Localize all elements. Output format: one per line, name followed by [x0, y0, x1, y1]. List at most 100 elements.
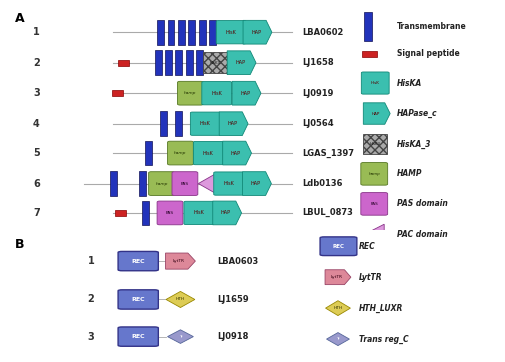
Bar — [168, 20, 175, 45]
Text: HAP: HAP — [221, 210, 231, 215]
Text: LJ0564: LJ0564 — [302, 119, 334, 128]
Bar — [142, 201, 148, 226]
Bar — [188, 20, 195, 45]
Text: HAP: HAP — [227, 121, 237, 126]
Text: PAC domain: PAC domain — [396, 230, 447, 239]
Text: HAPase_c: HAPase_c — [396, 109, 437, 118]
Text: 1: 1 — [88, 256, 94, 266]
Text: HisK3: HisK3 — [370, 142, 381, 146]
Text: Trans reg_C: Trans reg_C — [360, 334, 409, 344]
Text: PAS: PAS — [181, 182, 189, 186]
Text: hamp: hamp — [174, 151, 187, 155]
Text: 1: 1 — [33, 27, 40, 37]
FancyBboxPatch shape — [214, 172, 243, 195]
Text: LJ1658: LJ1658 — [302, 58, 334, 67]
Text: LJ0918: LJ0918 — [218, 332, 249, 341]
Polygon shape — [325, 270, 351, 285]
Text: HAP: HAP — [251, 30, 261, 35]
Text: PAS: PAS — [370, 202, 378, 206]
Polygon shape — [242, 172, 271, 195]
Text: Signal peptide: Signal peptide — [396, 49, 460, 58]
Bar — [196, 50, 204, 75]
Bar — [209, 20, 216, 45]
Text: LGAS_1397: LGAS_1397 — [302, 148, 354, 157]
Polygon shape — [243, 20, 272, 44]
Text: REC: REC — [360, 242, 376, 251]
Text: HTH_LUXR: HTH_LUXR — [360, 304, 403, 313]
Text: HAP: HAP — [231, 151, 241, 156]
Text: LytTR: LytTR — [360, 273, 383, 282]
Text: 7: 7 — [33, 208, 40, 218]
Bar — [160, 111, 167, 136]
Text: 4: 4 — [33, 119, 40, 129]
Bar — [362, 51, 377, 57]
Text: 2: 2 — [33, 58, 40, 68]
FancyBboxPatch shape — [193, 142, 223, 165]
Polygon shape — [363, 103, 390, 124]
FancyBboxPatch shape — [118, 327, 159, 346]
Bar — [112, 90, 123, 96]
Bar — [199, 20, 206, 45]
Text: Tr: Tr — [179, 334, 182, 338]
Text: 3: 3 — [33, 88, 40, 98]
Text: LytTR: LytTR — [331, 275, 343, 279]
Bar — [204, 52, 227, 73]
Text: HisK: HisK — [226, 30, 236, 35]
Polygon shape — [364, 224, 384, 245]
Polygon shape — [327, 333, 349, 346]
Bar — [157, 20, 164, 45]
Bar — [144, 141, 151, 165]
FancyBboxPatch shape — [157, 201, 183, 225]
FancyBboxPatch shape — [320, 237, 357, 256]
FancyBboxPatch shape — [172, 172, 198, 195]
FancyBboxPatch shape — [168, 141, 193, 165]
Text: 6: 6 — [33, 178, 40, 189]
Polygon shape — [213, 201, 241, 225]
FancyBboxPatch shape — [148, 172, 175, 195]
Text: HAP: HAP — [371, 111, 380, 115]
Text: hamp: hamp — [368, 172, 380, 176]
FancyBboxPatch shape — [118, 290, 159, 309]
FancyBboxPatch shape — [190, 112, 220, 135]
Text: HisK3: HisK3 — [210, 61, 221, 65]
FancyBboxPatch shape — [118, 252, 159, 271]
Text: PAS domain: PAS domain — [396, 199, 447, 209]
Text: HAP: HAP — [235, 60, 245, 65]
Text: REC: REC — [131, 334, 145, 339]
Bar — [178, 20, 185, 45]
FancyBboxPatch shape — [216, 21, 246, 44]
Text: HTH: HTH — [333, 306, 342, 310]
Text: HisK: HisK — [223, 181, 234, 186]
Text: HisKA: HisKA — [396, 79, 422, 88]
Text: LJ1659: LJ1659 — [218, 295, 249, 304]
Polygon shape — [168, 330, 193, 344]
Text: HisK: HisK — [371, 81, 380, 85]
Text: hamp: hamp — [156, 182, 168, 186]
FancyBboxPatch shape — [184, 201, 214, 224]
Bar — [115, 210, 126, 216]
FancyBboxPatch shape — [361, 193, 388, 215]
Text: REC: REC — [131, 297, 145, 302]
Bar — [186, 50, 193, 75]
Bar — [175, 50, 182, 75]
Text: LytTR: LytTR — [173, 259, 185, 263]
Bar — [364, 12, 372, 41]
Polygon shape — [227, 51, 256, 75]
Bar — [165, 50, 172, 75]
Polygon shape — [326, 301, 350, 316]
FancyBboxPatch shape — [177, 81, 204, 105]
Bar — [175, 111, 182, 136]
FancyBboxPatch shape — [361, 163, 388, 185]
Text: A: A — [15, 12, 25, 25]
Text: LBUL_0873: LBUL_0873 — [302, 209, 353, 218]
Text: REC: REC — [332, 244, 344, 249]
Text: HisKA_3: HisKA_3 — [396, 139, 431, 149]
Text: 3: 3 — [88, 332, 94, 342]
Bar — [110, 171, 117, 196]
Text: PAS: PAS — [166, 211, 174, 215]
Text: LBA0602: LBA0602 — [302, 28, 343, 37]
Polygon shape — [166, 253, 195, 269]
Text: Transmembrane: Transmembrane — [396, 22, 466, 31]
Text: 2: 2 — [88, 294, 94, 304]
Text: LBA0603: LBA0603 — [218, 257, 259, 266]
